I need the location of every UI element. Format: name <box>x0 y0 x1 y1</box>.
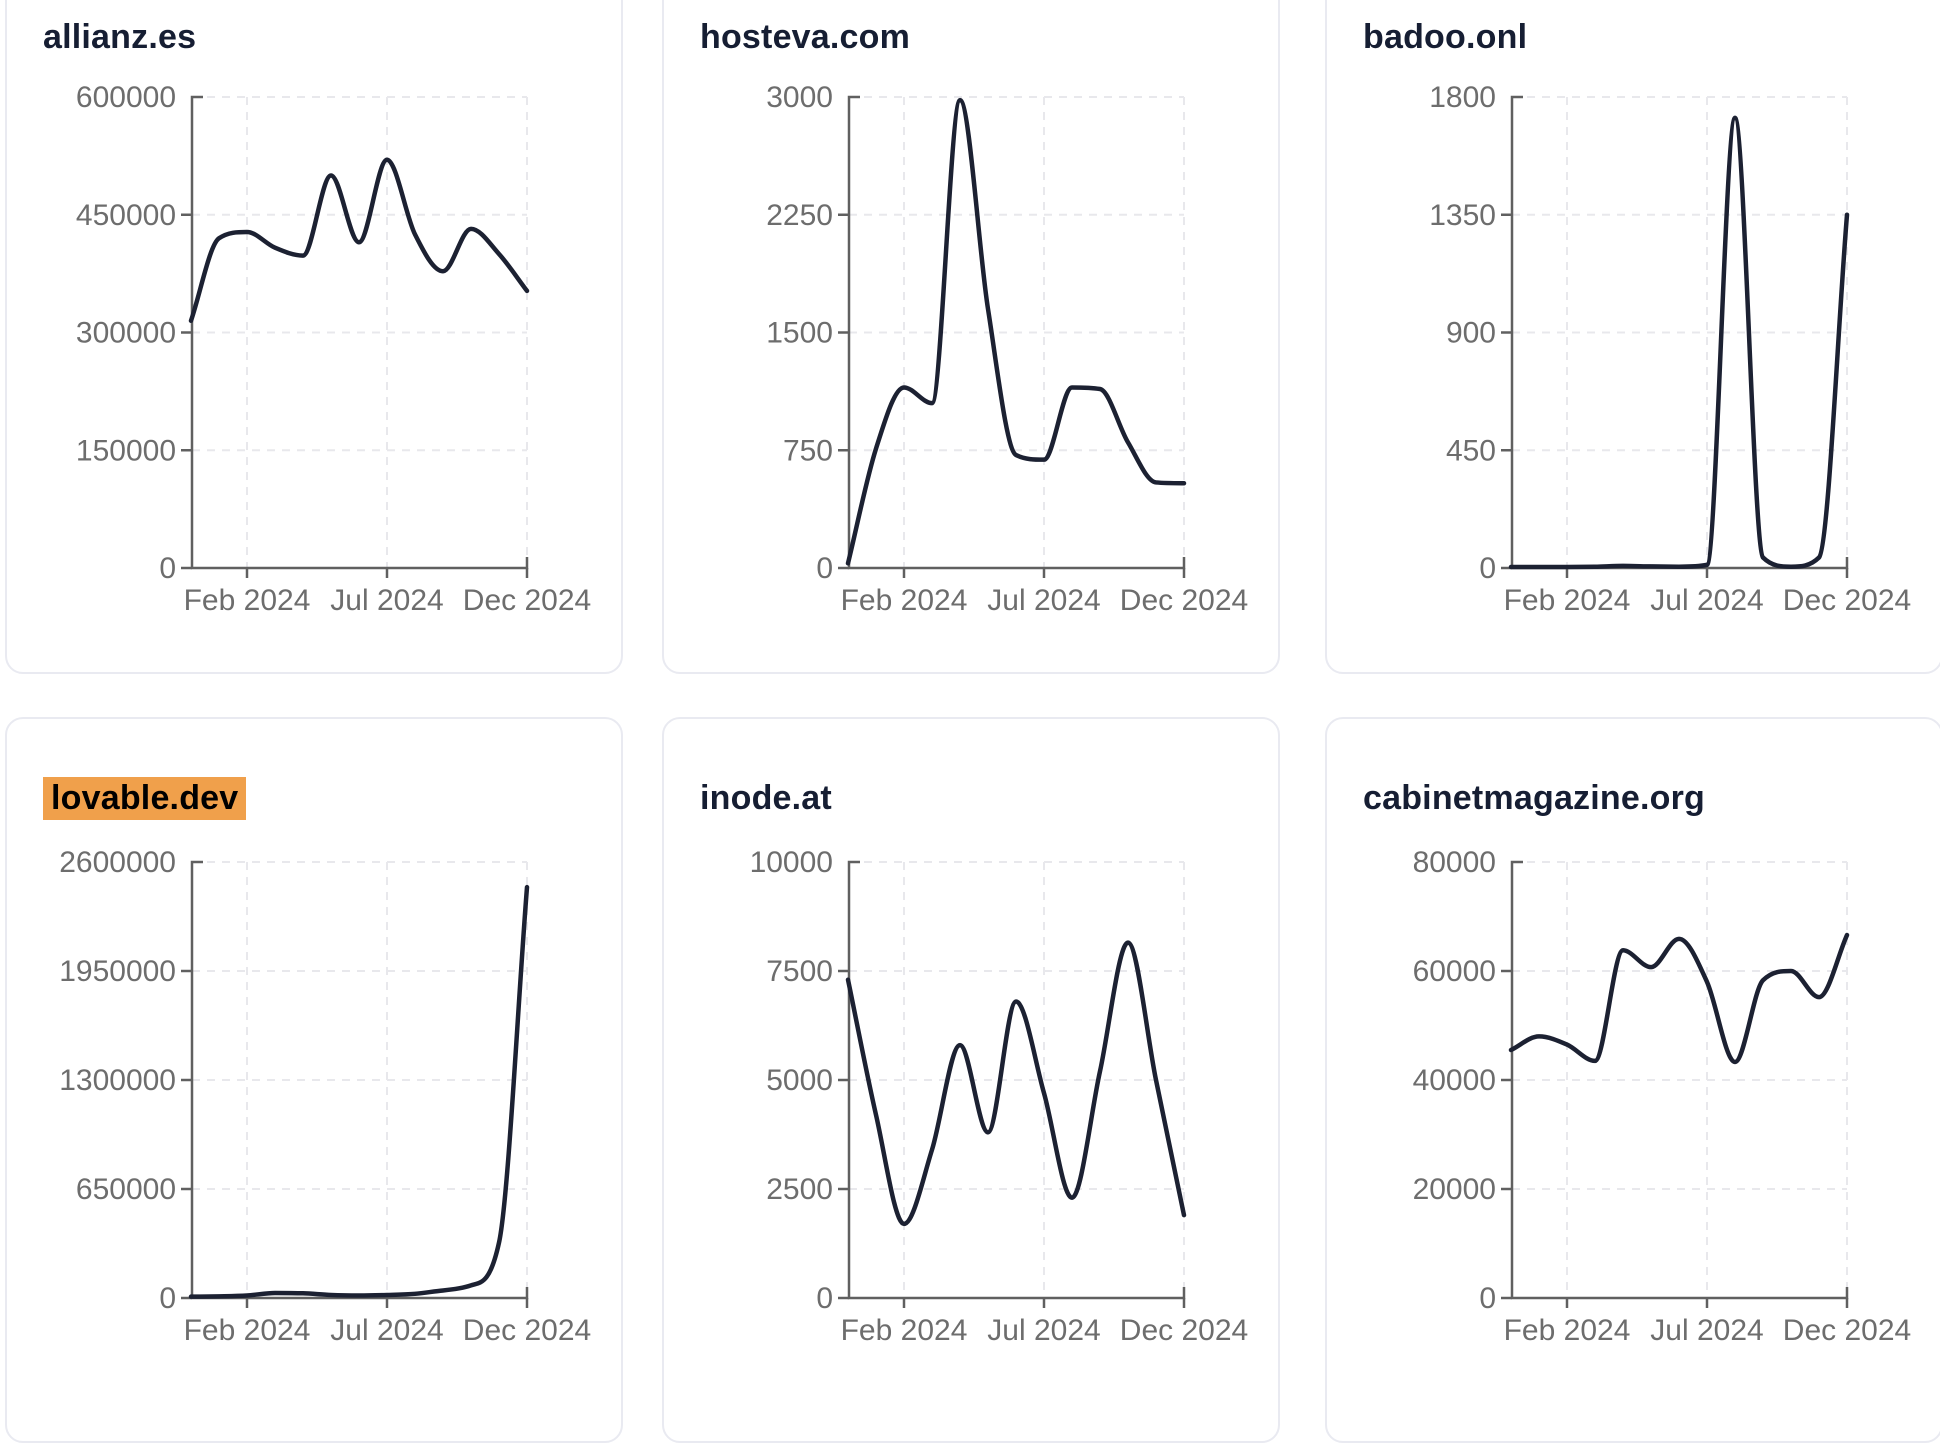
y-tick-label: 2250 <box>766 199 833 232</box>
chart-card: cabinetmagazine.org 80000 60000 40000 20000… <box>1325 717 1940 1443</box>
chart-card-header: lovable.dev <box>43 777 247 820</box>
y-tick-label: 0 <box>816 552 833 585</box>
x-tick-label: Feb 2024 <box>1504 1314 1631 1347</box>
series-line <box>188 157 530 323</box>
y-tick-label: 20000 <box>1413 1173 1496 1206</box>
chart-card-header: inode.at <box>700 779 832 818</box>
y-tick-label: 2600000 <box>59 846 176 879</box>
y-tick-label: 450000 <box>76 199 176 232</box>
x-tick-label: Feb 2024 <box>1504 584 1631 617</box>
chart-card-header: cabinetmagazine.org <box>1363 779 1705 818</box>
y-tick-label: 10000 <box>750 846 833 879</box>
y-tick-label: 80000 <box>1413 846 1496 879</box>
chart-card: allianz.es 600000 450000 300000 150000 0 Feb … <box>5 0 623 674</box>
y-tick-label: 150000 <box>76 434 176 467</box>
chart-card: badoo.onl 1800 1350 900 450 0 Feb 2024 Jul 202… <box>1325 0 1940 674</box>
chart-card-header: allianz.es <box>43 18 196 57</box>
x-tick-label: Feb 2024 <box>841 584 968 617</box>
y-tick-label: 1800 <box>1429 81 1496 114</box>
x-tick-label: Jul 2024 <box>987 584 1100 617</box>
y-tick-label: 0 <box>159 552 176 585</box>
chart-card-header: hosteva.com <box>700 18 910 57</box>
y-tick-label: 1500 <box>766 317 833 350</box>
x-tick-label: Dec 2024 <box>1783 584 1911 617</box>
x-tick-label: Jul 2024 <box>330 584 443 617</box>
y-tick-label: 2500 <box>766 1173 833 1206</box>
x-tick-label: Feb 2024 <box>184 1314 311 1347</box>
y-tick-label: 60000 <box>1413 955 1496 988</box>
series-line <box>188 884 530 1299</box>
y-tick-label: 40000 <box>1413 1064 1496 1097</box>
y-tick-label: 0 <box>1479 552 1496 585</box>
chart-card: lovable.dev 2600000 1950000 1300000 650000 0… <box>5 717 623 1443</box>
y-tick-label: 0 <box>159 1282 176 1315</box>
y-tick-label: 1950000 <box>59 955 176 988</box>
chart-title: cabinetmagazine.org <box>1363 779 1705 817</box>
y-tick-label: 0 <box>816 1282 833 1315</box>
x-tick-label: Dec 2024 <box>463 584 591 617</box>
x-tick-label: Dec 2024 <box>463 1314 591 1347</box>
y-tick-label: 1350 <box>1429 199 1496 232</box>
series-line <box>845 97 1187 566</box>
y-tick-label: 7500 <box>766 955 833 988</box>
y-tick-label: 3000 <box>766 81 833 114</box>
x-tick-label: Dec 2024 <box>1783 1314 1911 1347</box>
chart-title: badoo.onl <box>1363 18 1528 56</box>
x-tick-label: Dec 2024 <box>1120 584 1248 617</box>
y-tick-label: 1300000 <box>59 1064 176 1097</box>
x-tick-label: Jul 2024 <box>1650 584 1763 617</box>
y-tick-label: 0 <box>1479 1282 1496 1315</box>
x-tick-label: Jul 2024 <box>330 1314 443 1347</box>
x-tick-label: Jul 2024 <box>987 1314 1100 1347</box>
series-line <box>1508 932 1850 1065</box>
y-tick-label: 600000 <box>76 81 176 114</box>
x-tick-label: Feb 2024 <box>841 1314 968 1347</box>
chart-title: lovable.dev <box>43 777 247 820</box>
y-tick-label: 450 <box>1446 434 1496 467</box>
y-tick-label: 300000 <box>76 317 176 350</box>
x-tick-label: Jul 2024 <box>1650 1314 1763 1347</box>
chart-title: hosteva.com <box>700 18 911 56</box>
y-tick-label: 750 <box>783 434 833 467</box>
chart-card-header: badoo.onl <box>1363 18 1527 57</box>
chart-card: hosteva.com 3000 2250 1500 750 0 Feb 2024 Jul … <box>662 0 1280 674</box>
chart-card: inode.at 10000 7500 5000 2500 0 Feb 2024 Jul 2… <box>662 717 1280 1443</box>
series-line <box>1508 115 1850 570</box>
x-tick-label: Feb 2024 <box>184 584 311 617</box>
y-tick-label: 5000 <box>766 1064 833 1097</box>
series-line <box>845 940 1187 1227</box>
y-tick-label: 650000 <box>76 1173 176 1206</box>
chart-title: inode.at <box>700 779 832 817</box>
y-tick-label: 900 <box>1446 317 1496 350</box>
x-tick-label: Dec 2024 <box>1120 1314 1248 1347</box>
chart-title: allianz.es <box>43 18 197 56</box>
